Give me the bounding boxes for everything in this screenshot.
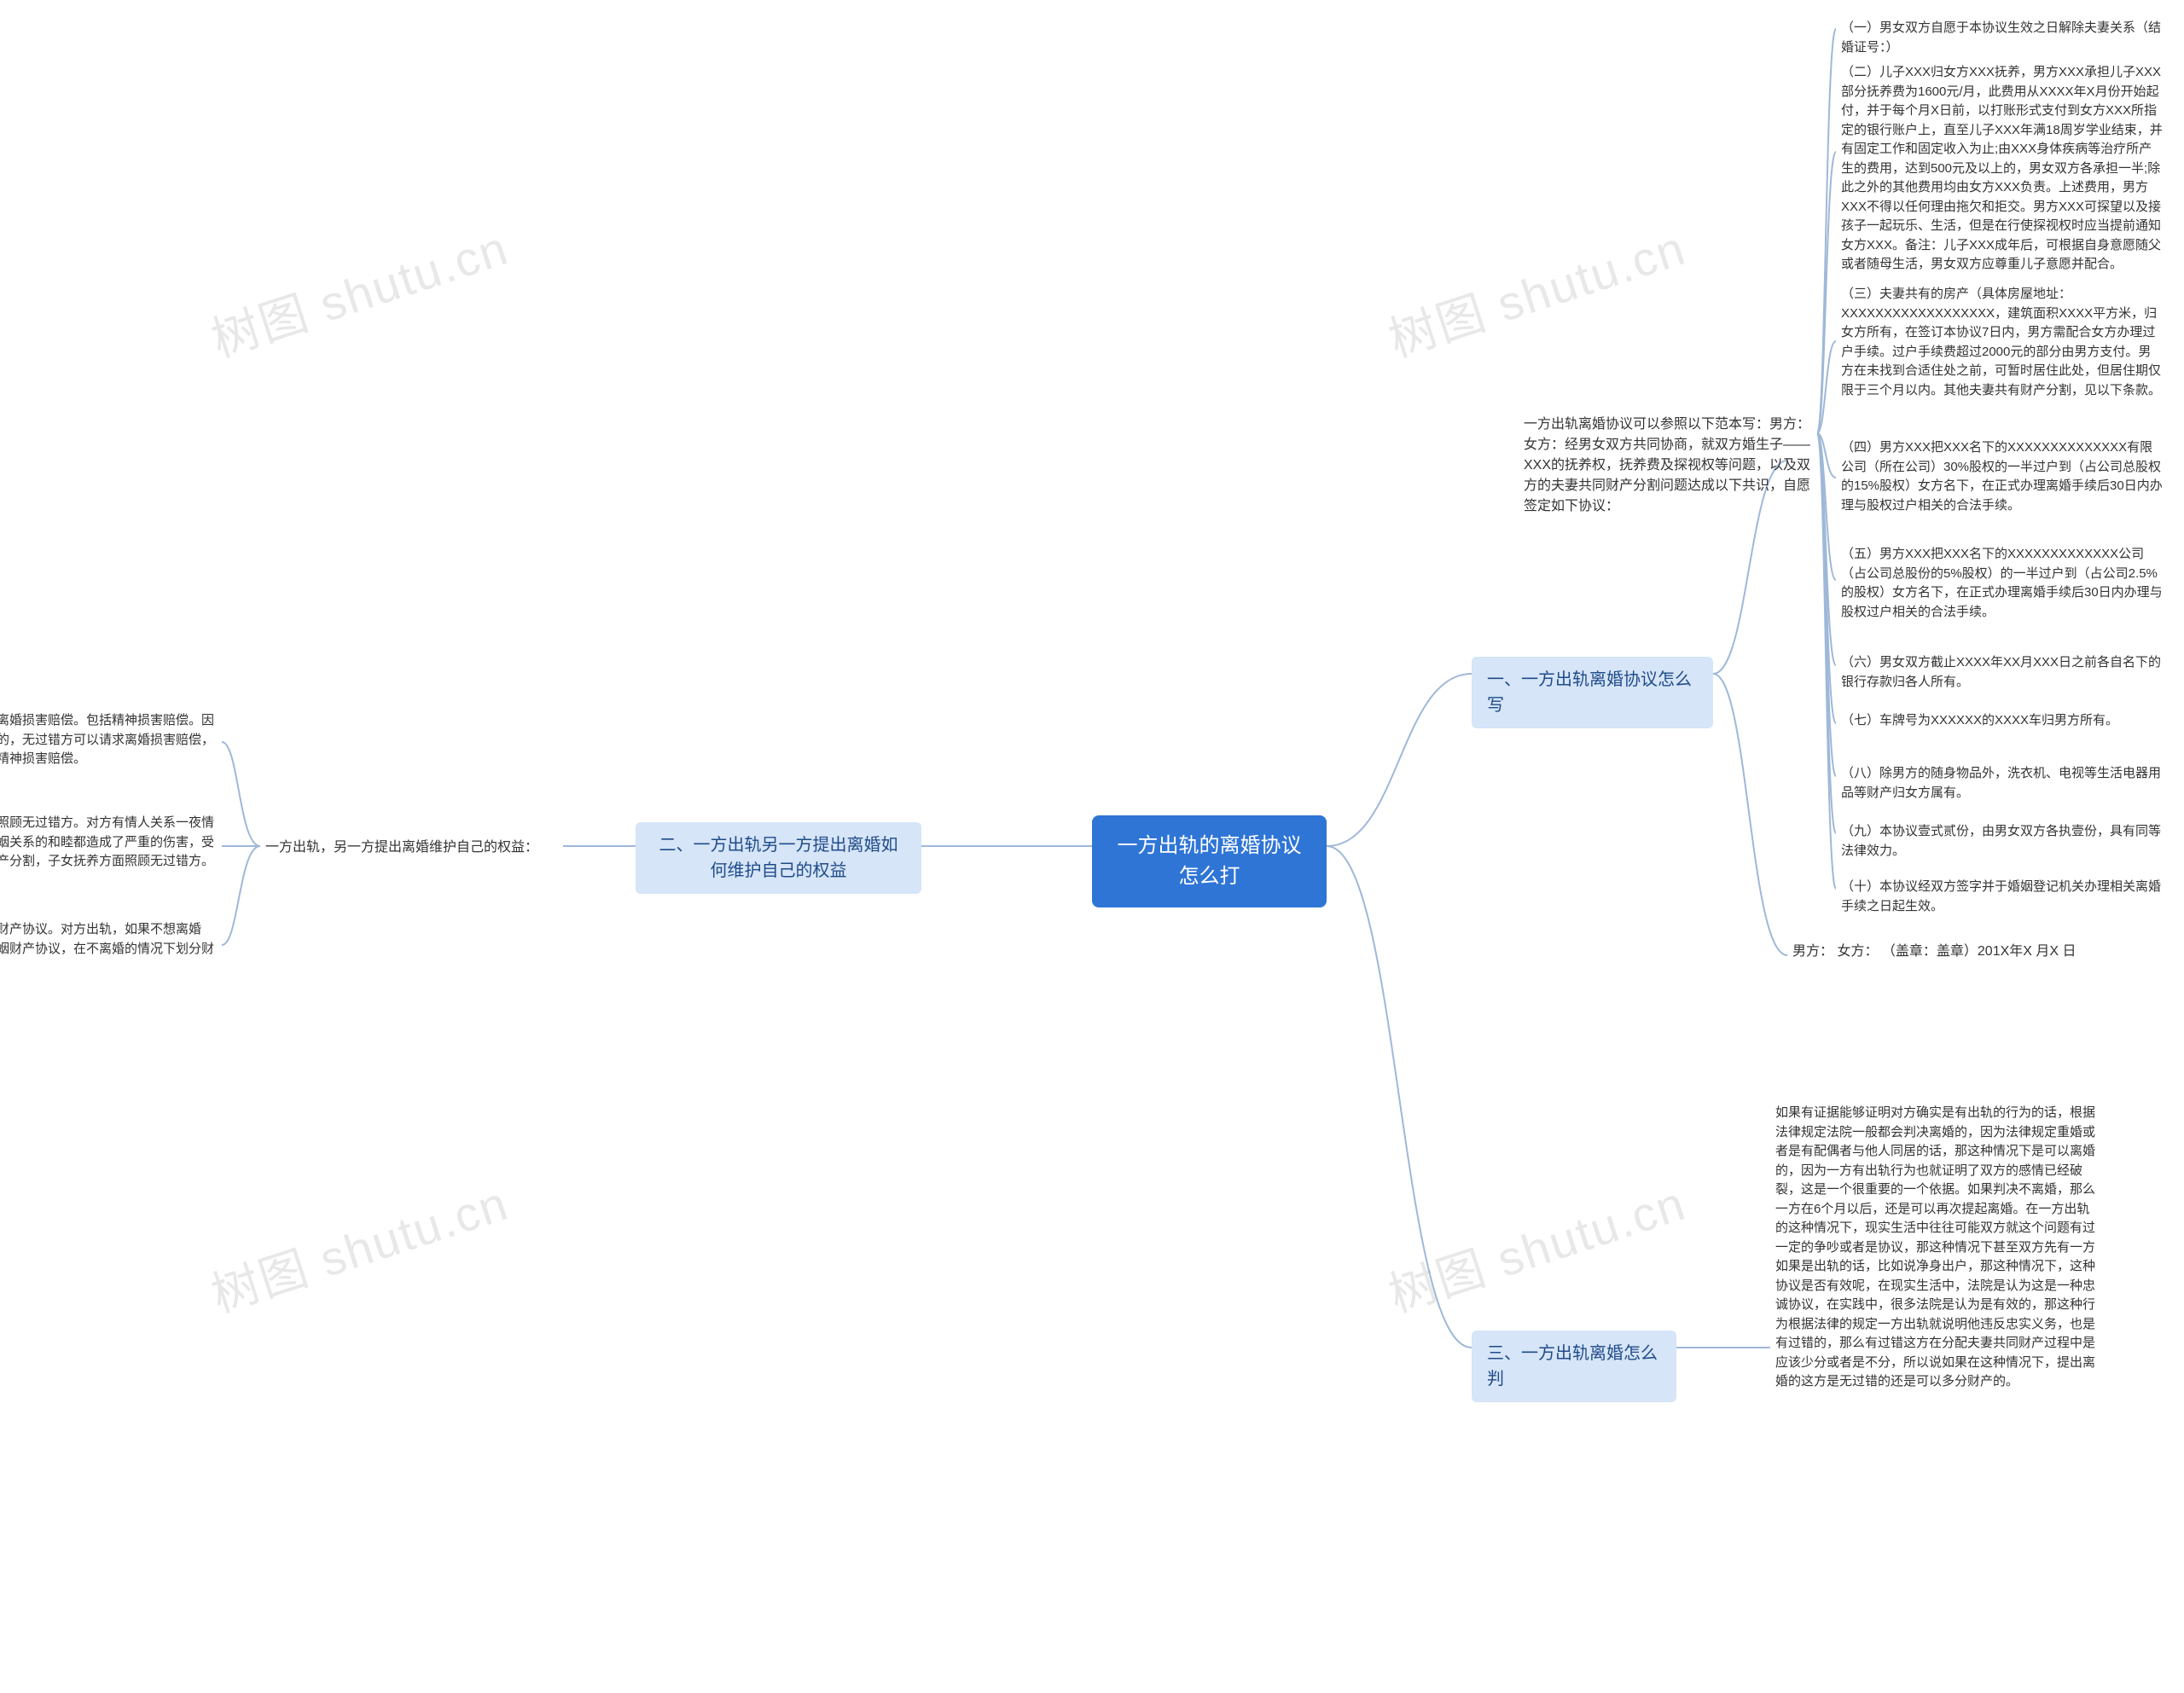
s1-item-1: （一）男女双方自愿于本协议生效之日解除夫妻关系（结婚证号：） <box>1836 15 2169 61</box>
root-node: 一方出轨的离婚协议怎么打 <box>1092 815 1327 907</box>
watermark: 树图 shutu.cn <box>1379 210 1693 371</box>
watermark: 树图 shutu.cn <box>201 1165 516 1326</box>
section1-intro: 一方出轨离婚协议可以参照以下范本写：男方：女方：经男女双方共同协商，就双方婚生子… <box>1519 411 1826 520</box>
s1-item-8: （八）除男方的随身物品外，洗衣机、电视等生活电器用品等财产归女方属有。 <box>1836 761 2169 806</box>
section2-intro: 一方出轨，另一方提出离婚维护自己的权益： <box>260 834 563 861</box>
s2-item-2: （二）可以要求照顾无过错方。对方有情人关系一夜情等出轨行为对婚姻关系的和睦都造成… <box>0 810 222 875</box>
s1-item-2: （二）儿子XXX归女方XXX抚养，男方XXX承担儿子XXX部分抚养费为1600元… <box>1836 60 2169 278</box>
s1-item-4: （四）男方XXX把XXX名下的XXXXXXXXXXXXXX有限公司（所在公司）3… <box>1836 435 2169 519</box>
s1-item-7: （七）车牌号为XXXXXX的XXXX车归男方所有。 <box>1836 708 2123 734</box>
s1-item-9: （九）本协议壹式贰份，由男女双方各执壹份，具有同等法律效力。 <box>1836 819 2169 864</box>
section3-node: 三、一方出轨离婚怎么判 <box>1472 1331 1676 1402</box>
s2-item-3: （三）签订婚姻财产协议。对方出轨，如果不想离婚的，可以签订婚姻财产协议，在不离婚… <box>0 917 222 982</box>
section1-node: 一、一方出轨离婚协议怎么写 <box>1472 657 1713 728</box>
s1-signature: 男方： 女方： （盖章：盖章）201X年X 月X 日 <box>1787 938 2107 965</box>
watermark: 树图 shutu.cn <box>1379 1165 1693 1326</box>
s1-item-10: （十）本协议经双方签字并于婚姻登记机关办理相关离婚手续之日起生效。 <box>1836 874 2169 919</box>
section3-body: 如果有证据能够证明对方确实是有出轨的行为的话，根据法律规定法院一般都会判决离婚的… <box>1770 1100 2103 1395</box>
s1-item-5: （五）男方XXX把XXX名下的XXXXXXXXXXXXX公司（占公司总股份的5%… <box>1836 542 2169 625</box>
section2-node: 二、一方出轨另一方提出离婚如何维护自己的权益 <box>636 822 921 894</box>
s1-item-3: （三）夫妻共有的房产（具体房屋地址：XXXXXXXXXXXXXXXXXX，建筑面… <box>1836 281 2169 403</box>
s2-item-1: （一）可以提出离婚损害赔偿。包括精神损害赔偿。因出轨而导致离婚的，无过错方可以请… <box>0 708 222 773</box>
watermark: 树图 shutu.cn <box>201 210 516 371</box>
s1-item-6: （六）男女双方截止XXXX年XX月XXX日之前各自名下的银行存款归各人所有。 <box>1836 650 2169 695</box>
